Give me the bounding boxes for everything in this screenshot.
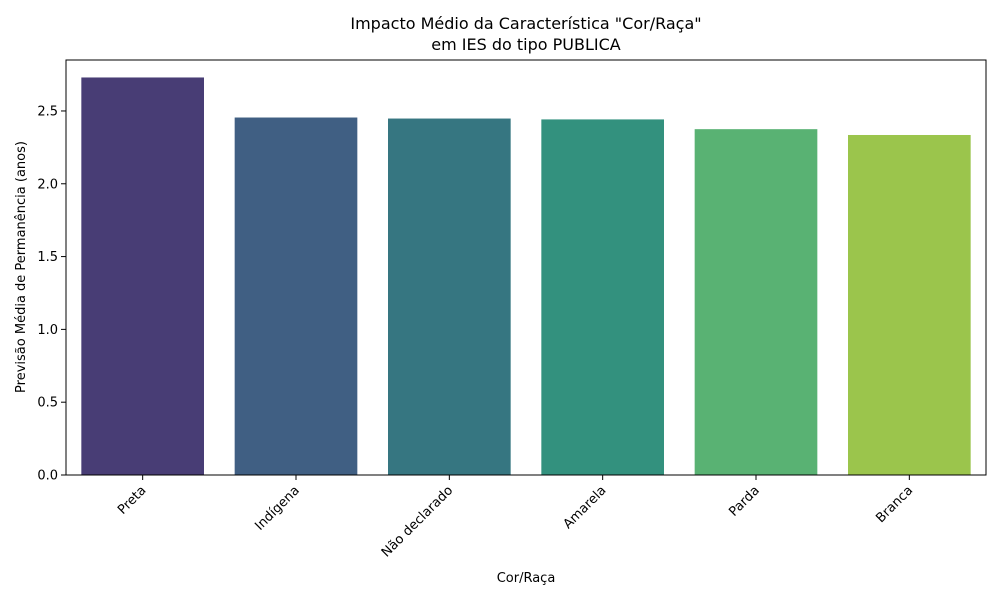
bars-group [81,77,971,476]
x-tick-label: Não declarado [379,483,456,560]
chart-title: Impacto Médio da Característica "Cor/Raç… [350,14,701,33]
bar-5 [848,134,971,476]
bar-1 [234,117,358,475]
plot-frame [65,59,987,476]
x-tick-label: Indígena [252,483,302,533]
x-tick-label: Preta [115,483,149,517]
x-tick-label: Parda [726,483,762,519]
y-tick-label: 0.0 [37,469,58,484]
bar-3 [541,119,664,476]
x-tick-label: Branca [873,483,916,526]
x-axis: Preta Indígena Não declarado Amarela Parda Br… [115,475,916,560]
y-axis-label: Previsão Média de Permanência (anos) [14,141,29,393]
x-axis-label: Cor/Raça [497,571,556,586]
x-tick-label: Amarela [561,483,610,532]
y-axis: 0.0 0.5 1.0 1.5 2.0 2.5 [37,104,66,484]
bar-0 [81,77,204,475]
y-tick-label: 2.0 [37,177,58,192]
y-tick-label: 1.0 [37,323,58,338]
y-tick-label: 0.5 [37,396,58,411]
y-tick-label: 1.5 [37,250,58,265]
chart-subtitle: em IES do tipo PUBLICA [431,35,621,54]
bar-4 [694,129,818,475]
y-tick-label: 2.5 [37,104,58,119]
bar-2 [388,118,511,476]
